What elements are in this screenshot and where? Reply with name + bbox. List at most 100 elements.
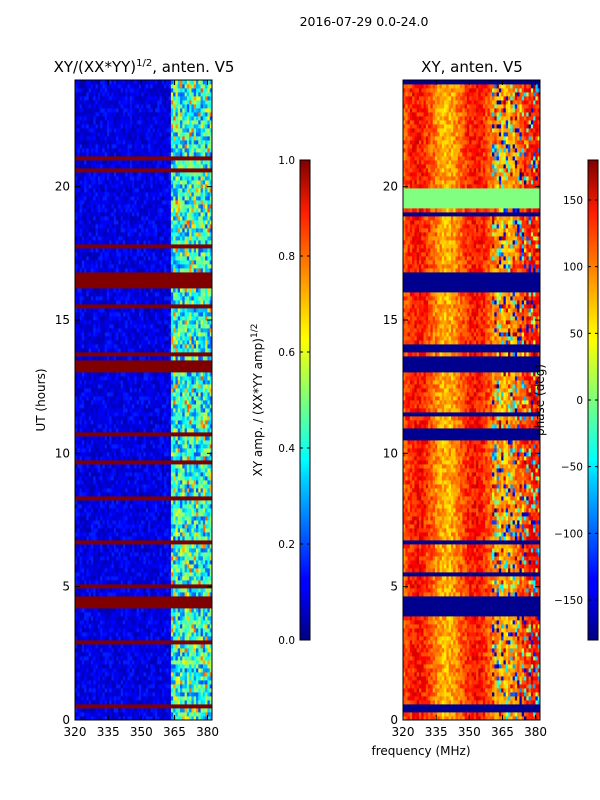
amplitude-cell [170,388,174,393]
amplitude-cell [120,464,124,469]
amplitude-cell [143,716,147,721]
amplitude-cell [191,412,195,417]
amplitude-cell [168,412,172,417]
amplitude-cell [182,632,185,637]
amplitude-cell [109,608,112,613]
amplitude-cell [175,564,179,569]
amplitude-cell [104,464,108,469]
amplitude-cell [97,504,101,509]
amplitude-cell [198,340,201,345]
amplitude-cell [138,508,142,513]
amplitude-cell [132,576,135,581]
amplitude-cell [209,472,213,477]
amplitude-cell [81,344,85,349]
amplitude-cell [182,408,185,413]
amplitude-cell [200,340,204,345]
amplitude-cell [122,424,126,429]
amplitude-cell [209,544,213,549]
amplitude-cell [86,380,90,385]
amplitude-cell [177,500,181,505]
amplitude-cell [157,384,160,389]
amplitude-cell [118,564,122,569]
amplitude-cell [134,624,138,629]
amplitude-cell [196,408,199,413]
amplitude-cell [173,448,176,453]
amplitude-cell [145,624,149,629]
amplitude-cell [95,420,99,425]
amplitude-cell [138,700,142,705]
amplitude-cell [152,384,156,389]
amplitude-cell [120,608,124,613]
amplitude-cell [136,556,140,561]
amplitude-cell [81,664,85,669]
amplitude-cell [207,348,211,353]
amplitude-cell [93,676,96,681]
amplitude-cell [84,684,87,689]
amplitude-cell [86,344,90,349]
amplitude-cell [138,420,142,425]
amplitude-cell [177,404,181,409]
amplitude-cell [134,404,138,409]
amplitude-cell [150,520,154,525]
amplitude-cell [116,396,119,401]
amplitude-cell [116,624,119,629]
amplitude-cell [200,344,204,349]
amplitude-row [75,344,213,349]
amplitude-cell [75,444,78,449]
amplitude-cell [161,376,165,381]
amplitude-cell [106,572,110,577]
amplitude-cell [168,520,172,525]
amplitude-cell [97,384,101,389]
amplitude-cell [152,456,156,461]
amplitude-cell [106,516,110,521]
amplitude-cell [141,580,144,585]
amplitude-cell [161,416,165,421]
amplitude-cell [122,708,126,713]
amplitude-cell [152,404,156,409]
amplitude-cell [127,424,131,429]
amplitude-cell [198,712,201,717]
amplitude-cell [161,656,165,661]
amplitude-cell [154,716,158,721]
amplitude-cell [90,472,94,477]
amplitude-cell [170,676,174,681]
amplitude-cell [157,528,160,533]
amplitude-cell [209,632,213,637]
amplitude-cell [202,696,206,701]
amplitude-cell [132,504,135,509]
amplitude-cell [88,560,92,565]
amplitude-cell [118,616,122,621]
amplitude-cell [102,644,106,649]
amplitude-cell [191,388,195,393]
amplitude-cell [116,564,119,569]
amplitude-cell [182,672,185,677]
amplitude-cell [113,484,117,489]
amplitude-cell [141,440,144,445]
amplitude-cell [168,536,172,541]
amplitude-cell [113,528,117,533]
amplitude-cell [75,536,78,541]
amplitude-cell [109,424,112,429]
amplitude-cell [81,424,85,429]
amplitude-cell [93,712,96,717]
amplitude-cell [122,436,126,441]
amplitude-cell [170,716,174,721]
amplitude-cell [93,372,96,377]
amplitude-cell [120,576,124,581]
amplitude-cell [102,448,106,453]
amplitude-cell [193,664,197,669]
amplitude-cell [79,544,83,549]
amplitude-cell [109,592,112,597]
amplitude-cell [161,672,165,677]
amplitude-cell [180,448,183,453]
amplitude-cell [120,408,124,413]
amplitude-cell [100,444,103,449]
amplitude-cell [143,692,147,697]
amplitude-cell [184,480,188,485]
amplitude-cell [180,508,183,513]
amplitude-cell [79,356,83,361]
amplitude-cell [143,504,147,509]
amplitude-cell [86,688,90,693]
amplitude-cell [113,588,117,593]
